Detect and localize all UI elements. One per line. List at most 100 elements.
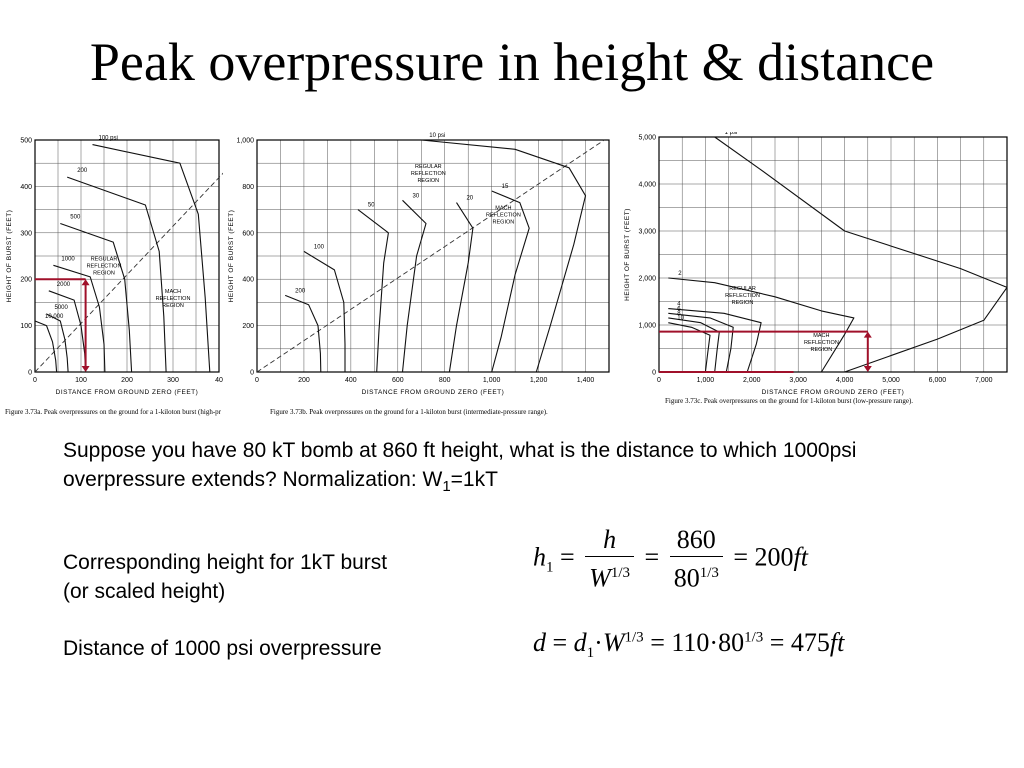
question-suffix: =1kT — [450, 468, 498, 491]
y-tick-label: 400 — [20, 184, 32, 191]
series-curve — [67, 176, 167, 373]
arrow-head-down — [81, 366, 90, 372]
region-label: REGULAR — [729, 286, 756, 292]
y-tick-label: 200 — [20, 277, 32, 284]
eq2-w: W — [602, 628, 625, 657]
x-axis-label: DISTANCE FROM GROUND ZERO (FEET) — [762, 389, 905, 396]
x-tick-label: 400 — [345, 377, 357, 384]
series-curve — [668, 277, 855, 373]
eq1-den2-base: 80 — [673, 563, 700, 593]
series-curve — [357, 209, 389, 373]
x-axis-label: DISTANCE FROM GROUND ZERO (FEET) — [362, 389, 505, 396]
x-tick-label: 800 — [439, 377, 451, 384]
series-label: 2000 — [57, 282, 71, 288]
x-tick-label: 7,000 — [975, 377, 993, 384]
chart-a-caption: Figure 3.73a. Peak overpressures on the … — [5, 408, 221, 416]
x-tick-label: 0 — [657, 377, 661, 384]
region-label: REFLECTION — [156, 296, 191, 302]
series-label: 6 — [677, 306, 681, 312]
series-label: 100 psi — [99, 136, 118, 142]
series-curve — [284, 294, 322, 373]
eq1-unit: ft — [793, 542, 808, 572]
eq2-base-exp: 1/3 — [744, 629, 764, 646]
series-curve — [668, 317, 720, 373]
eq1-num: h — [603, 525, 617, 554]
series-label: 1 psi — [725, 132, 738, 136]
series-label: 2 — [678, 271, 682, 277]
series-curve — [34, 320, 58, 373]
x-tick-label: 200 — [121, 377, 133, 384]
series-curve — [448, 202, 474, 373]
series-label: 1000 — [61, 256, 75, 262]
x-tick-label: 0 — [33, 377, 37, 384]
x-tick-label: 100 — [75, 377, 87, 384]
y-tick-label: 0 — [28, 370, 32, 377]
y-tick-label: 600 — [242, 230, 254, 237]
region-label: REGION — [417, 178, 439, 184]
y-tick-label: 4,000 — [638, 182, 656, 189]
eq1-den-base: W — [589, 563, 611, 593]
chart-c-caption: Figure 3.73c. Peak overpressures on the … — [665, 397, 914, 405]
series-curve — [491, 190, 530, 373]
chart-c: 0 1,000 2,000 3,000 4,000 5,000 6,000 7,000 0 1,0… — [624, 132, 1008, 396]
x-tick-label: 3,000 — [789, 377, 807, 384]
arrow-head-down — [863, 366, 872, 372]
question-main: Suppose you have 80 kT bomb at 860 ft he… — [63, 439, 857, 491]
series-label: 10,000 — [45, 314, 64, 320]
y-tick-label: 1,000 — [236, 138, 254, 145]
eq1-lhs: h — [533, 542, 546, 572]
question-text: Suppose you have 80 kT bomb at 860 ft he… — [63, 436, 963, 501]
eq1-fraction-2: 860 801/3 — [669, 524, 723, 595]
x-axis-label: DISTANCE FROM GROUND ZERO (FEET) — [56, 389, 199, 396]
equation-distance: d = d1·W1/3 = 110·801/3 = 475ft — [533, 628, 845, 662]
eq1-result: 200 — [754, 542, 794, 572]
series-label: 15 — [502, 184, 509, 190]
row1-label-line2: (or scaled height) — [63, 580, 226, 603]
y-tick-label: 0 — [652, 370, 656, 377]
series-label: 4 — [677, 302, 681, 308]
series-label: 500 — [70, 215, 81, 221]
y-tick-label: 2,000 — [638, 276, 656, 283]
region-label: REGULAR — [415, 164, 442, 170]
series-curve — [46, 313, 69, 373]
region-label: REGION — [162, 303, 184, 309]
series-label: 50 — [368, 203, 375, 209]
y-tick-label: 800 — [242, 184, 254, 191]
x-tick-label: 1,400 — [577, 377, 595, 384]
series-label: 10 — [677, 316, 684, 322]
eq1-num2: 860 — [669, 524, 723, 557]
region-label: MACH — [495, 206, 511, 212]
series-curve — [668, 312, 734, 373]
eq1-den2-exp: 1/3 — [699, 565, 719, 581]
x-tick-label: 200 — [298, 377, 310, 384]
series-label: 200 — [77, 168, 88, 174]
series-label: 100 — [314, 244, 325, 250]
eq2-base: 80 — [718, 628, 745, 657]
equation-scaled-height: h1 = h W1/3 = 860 801/3 = 200ft — [533, 524, 808, 595]
chart-panel-b: 0 200 400 600 800 1,000 1,200 1,400 0 200 400 600 80… — [227, 132, 615, 404]
region-label: REFLECTION — [804, 340, 839, 346]
series-label: 30 — [412, 193, 419, 199]
arrow-head-up — [81, 279, 90, 286]
eq1-den-exp: 1/3 — [610, 565, 631, 581]
region-label: REGION — [93, 271, 115, 277]
eq1-lhs-sub: 1 — [546, 559, 554, 576]
series-curve — [53, 264, 106, 373]
y-tick-label: 1,000 — [638, 323, 656, 330]
series-label: 10 psi — [429, 133, 445, 139]
eq1-fraction-1: h W1/3 — [585, 524, 635, 595]
y-tick-label: 0 — [250, 370, 254, 377]
chart-b: 0 200 400 600 800 1,000 1,200 1,400 0 200 400 600 80… — [228, 133, 610, 396]
series-curve — [421, 139, 587, 373]
eq2-lhs: d — [533, 628, 546, 657]
chart-b-caption: Figure 3.73b. Peak overpressures on the … — [270, 408, 548, 416]
x-tick-label: 2,000 — [743, 377, 761, 384]
region-label: REFLECTION — [486, 213, 521, 219]
region-label: MACH — [813, 333, 829, 339]
grid — [658, 136, 1008, 373]
y-axis-label: HEIGHT OF BURST (FEET) — [624, 208, 631, 301]
y-axis-label: HEIGHT OF BURST (FEET) — [228, 210, 235, 303]
region-label: REGION — [732, 300, 754, 306]
series-curve — [401, 199, 427, 373]
region-label: REFLECTION — [87, 264, 122, 270]
